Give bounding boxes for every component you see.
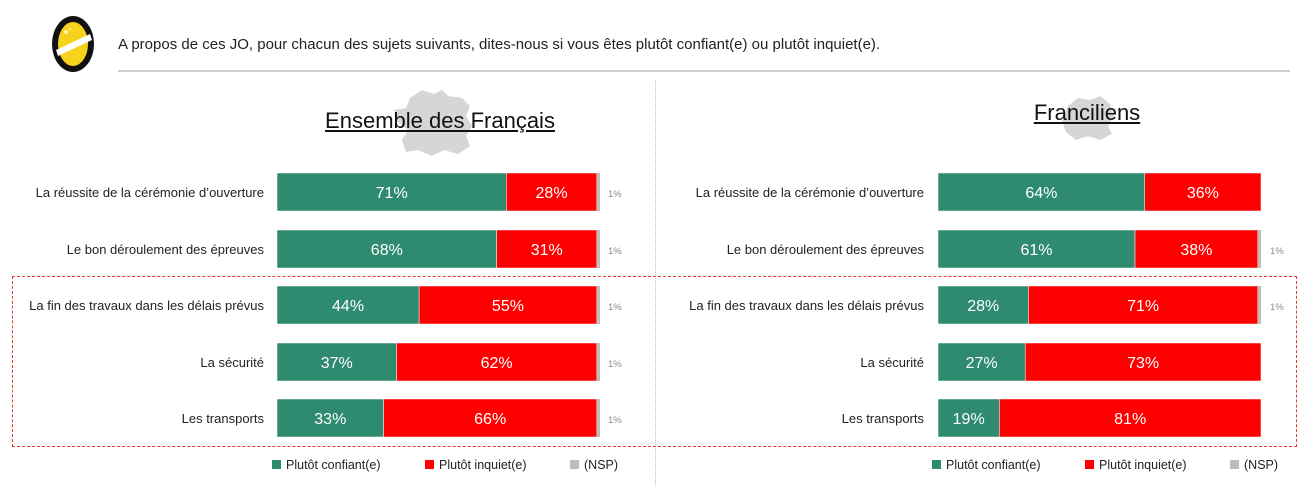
bar-france-confiant — [276, 229, 497, 269]
legend-swatch-france — [425, 460, 434, 469]
nsp-label-idf: 1% — [1270, 246, 1284, 257]
panel-divider — [655, 80, 656, 485]
legend-swatch-france — [570, 460, 579, 469]
bar-france-confiant — [276, 342, 397, 382]
nsp-label-france: 1% — [608, 302, 622, 313]
category-label-idf: La fin des travaux dans les délais prévu… — [689, 298, 924, 313]
data-label-france: 33% — [314, 411, 346, 428]
legend-label-idf: Plutôt confiant(e) — [946, 458, 1041, 472]
panel-title-france: Ensemble des Français — [325, 108, 555, 133]
legend-label-france: Plutôt inquiet(e) — [439, 458, 527, 472]
bar-france-inquiet — [496, 229, 598, 269]
chart-idf-group: La réussite de la cérémonie d’ouverture 6… — [689, 172, 1284, 472]
logo-icon — [52, 16, 94, 72]
bar-france-nsp — [596, 399, 600, 437]
bar-france-nsp — [596, 343, 600, 381]
data-label-idf: 38% — [1180, 242, 1212, 259]
legend-label-france: (NSP) — [584, 458, 618, 472]
legend-label-idf: Plutôt inquiet(e) — [1099, 458, 1187, 472]
header-rule — [118, 70, 1290, 72]
data-label-france: 37% — [321, 355, 353, 372]
data-label-idf: 19% — [953, 411, 985, 428]
data-label-idf: 36% — [1187, 185, 1219, 202]
bar-idf-nsp — [1257, 286, 1261, 324]
bar-idf-confiant — [937, 398, 1000, 438]
bar-france-inquiet — [506, 172, 598, 212]
bar-idf-nsp — [1257, 230, 1261, 268]
nsp-label-france: 1% — [608, 189, 622, 200]
bar-idf-inquiet — [1028, 285, 1259, 325]
bar-idf-inquiet — [999, 398, 1262, 438]
legend-swatch-idf — [1230, 460, 1239, 469]
data-label-france: 28% — [536, 185, 568, 202]
data-label-idf: 81% — [1114, 411, 1146, 428]
bar-france-nsp — [596, 286, 600, 324]
legend-swatch-idf — [1085, 460, 1094, 469]
data-label-idf: 27% — [966, 355, 998, 372]
data-label-france: 71% — [376, 185, 408, 202]
category-label-france: La réussite de la cérémonie d’ouverture — [36, 185, 264, 200]
category-label-idf: Les transports — [842, 411, 925, 426]
category-label-france: Les transports — [182, 411, 265, 426]
france-map-icon — [394, 90, 472, 156]
bar-france-inquiet — [383, 398, 598, 438]
panel-title-idf: Franciliens — [1033, 100, 1141, 125]
bar-france-confiant — [276, 172, 507, 212]
data-label-idf: 73% — [1127, 355, 1159, 372]
bar-france-nsp — [596, 230, 600, 268]
question-text: A propos de ces JO, pour chacun des suje… — [118, 36, 881, 53]
bar-idf-inquiet — [1144, 172, 1262, 212]
data-label-france: 55% — [492, 298, 524, 315]
data-label-france: 66% — [474, 411, 506, 428]
data-label-france: 68% — [371, 242, 403, 259]
bar-idf-confiant — [937, 172, 1145, 212]
nsp-label-idf: 1% — [1270, 302, 1284, 313]
bar-france-confiant — [276, 285, 420, 325]
bar-idf-confiant — [937, 285, 1029, 325]
data-label-france: 31% — [531, 242, 563, 259]
nsp-label-france: 1% — [608, 415, 622, 426]
legend-swatch-france — [272, 460, 281, 469]
category-label-idf: La sécurité — [860, 355, 924, 370]
bar-idf-inquiet — [1134, 229, 1259, 269]
data-label-france: 62% — [481, 355, 513, 372]
category-label-idf: Le bon déroulement des épreuves — [727, 242, 925, 257]
nsp-label-france: 1% — [608, 246, 622, 257]
bar-idf-confiant — [937, 229, 1136, 269]
bar-france-inquiet — [396, 342, 598, 382]
data-label-idf: 61% — [1020, 242, 1052, 259]
bar-france-confiant — [276, 398, 384, 438]
category-label-france: Le bon déroulement des épreuves — [67, 242, 265, 257]
chart-france-group: La réussite de la cérémonie d’ouverture 7… — [29, 172, 622, 472]
category-label-idf: La réussite de la cérémonie d’ouverture — [696, 185, 924, 200]
legend-label-idf: (NSP) — [1244, 458, 1278, 472]
data-label-idf: 64% — [1025, 185, 1057, 202]
nsp-label-france: 1% — [608, 359, 622, 370]
ile-de-france-map-icon — [1062, 96, 1114, 140]
category-label-france: La fin des travaux dans les délais prévu… — [29, 298, 264, 313]
data-label-idf: 28% — [967, 298, 999, 315]
category-label-france: La sécurité — [200, 355, 264, 370]
bar-idf-inquiet — [1024, 342, 1262, 382]
legend-label-france: Plutôt confiant(e) — [286, 458, 381, 472]
highlight-box — [12, 276, 1297, 447]
bar-idf-confiant — [937, 342, 1026, 382]
data-label-france: 44% — [332, 298, 364, 315]
bar-france-inquiet — [418, 285, 598, 325]
bar-france-nsp — [596, 173, 600, 211]
legend-swatch-idf — [932, 460, 941, 469]
data-label-idf: 71% — [1127, 298, 1159, 315]
